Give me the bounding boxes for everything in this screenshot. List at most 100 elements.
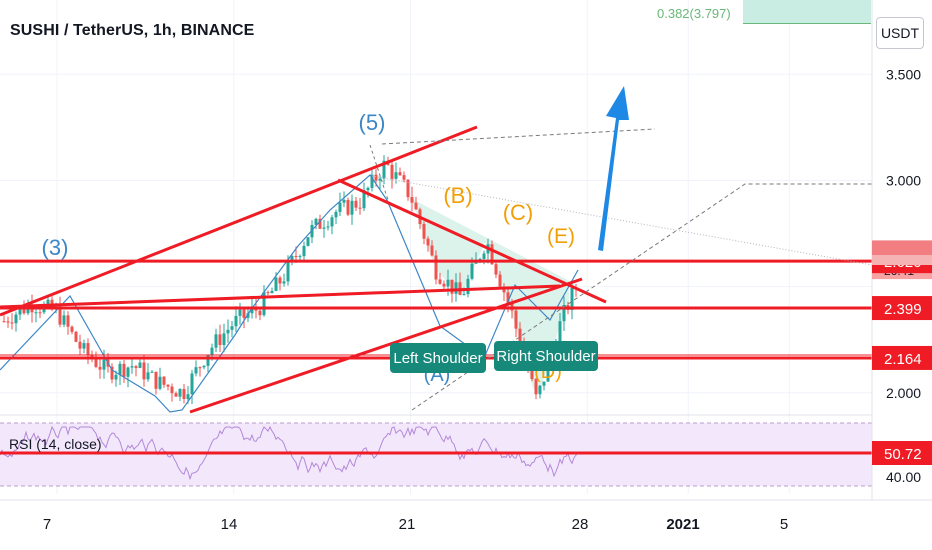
wave-label: (3)	[42, 235, 69, 260]
candle-body	[210, 347, 214, 355]
wave-label: (5)	[359, 110, 386, 135]
candle-body	[266, 292, 270, 294]
candle-body	[234, 315, 238, 327]
candle-body	[318, 218, 322, 229]
candle-body	[134, 366, 138, 368]
channel-upper-trendline[interactable]	[0, 125, 478, 317]
candle-body	[302, 245, 306, 257]
price-level-tag-label: 2.164	[884, 351, 922, 368]
candle-body	[130, 366, 134, 368]
candle-body	[6, 321, 10, 323]
price-tick-label: 2.000	[886, 385, 921, 401]
wave-label: (B)	[443, 183, 472, 208]
candle-body	[142, 362, 146, 380]
neckline-trendline[interactable]	[337, 178, 607, 304]
candle-body	[482, 253, 486, 259]
candle-body	[270, 290, 274, 294]
candle-body	[242, 309, 246, 318]
candle-body	[534, 379, 538, 395]
price-tag-shadow	[872, 240, 932, 265]
candle-body	[186, 394, 190, 399]
candle-body	[214, 334, 218, 348]
candle-body	[222, 333, 226, 345]
pattern-label-box	[390, 343, 486, 373]
candle-body	[70, 326, 74, 332]
candle-body	[94, 359, 98, 367]
candle-body	[174, 393, 178, 397]
candle-body	[122, 363, 126, 377]
candle-body	[518, 328, 522, 347]
candle-body	[294, 256, 298, 258]
currency-button[interactable]: USDT	[876, 17, 924, 49]
candle-body	[462, 294, 466, 296]
candle-body	[446, 279, 450, 287]
rsi-value-label: 50.72	[884, 446, 922, 463]
candle-body	[334, 211, 338, 218]
rsi-value-tag[interactable]	[872, 441, 932, 465]
candle-body	[206, 354, 210, 366]
projection-dash-wave5[interactable]	[369, 144, 389, 201]
candle-body	[314, 218, 318, 225]
symbol-title[interactable]: SUSHI / TetherUS, 1h, BINANCE	[10, 22, 255, 39]
candle-body	[150, 371, 154, 373]
support-trendline[interactable]	[0, 284, 561, 309]
candle-body	[506, 292, 510, 303]
wave-label: (C)	[503, 200, 534, 225]
candle-body	[34, 312, 38, 314]
candle-body	[226, 329, 230, 334]
candle-body	[470, 263, 474, 279]
candle-body	[38, 312, 42, 314]
price-dotted-line	[371, 175, 873, 266]
candle-body	[322, 227, 326, 229]
candle-body	[162, 376, 166, 385]
candle-body	[370, 174, 374, 188]
fib-zone	[743, 0, 871, 24]
candle-body	[78, 341, 82, 349]
candle-body	[570, 288, 574, 311]
time-tick-label: 28	[572, 516, 589, 533]
candle-body	[346, 199, 350, 215]
candle-body	[390, 164, 394, 179]
candle-body	[118, 363, 122, 375]
pattern-label-box	[494, 341, 598, 371]
candle-body	[430, 245, 434, 256]
candle-body	[422, 223, 426, 239]
target-projection-path[interactable]	[411, 183, 872, 411]
candle-body	[358, 207, 362, 209]
candle-body	[274, 277, 278, 291]
candle-body	[146, 372, 150, 380]
candle-body	[126, 367, 130, 377]
candle-body	[62, 315, 66, 325]
pattern-label: Right Shoulder	[496, 348, 595, 365]
channel-lower-trendline[interactable]	[189, 277, 583, 414]
label-layer: (3)(5)(B)(C)(E)(A) (D)Left Shoulder Right …	[42, 110, 598, 386]
candle-body	[438, 279, 442, 284]
candle-body	[170, 386, 174, 394]
candle-body	[282, 281, 286, 284]
candle-body	[414, 202, 418, 210]
candle-body	[494, 264, 498, 275]
rsi-legend-label[interactable]: RSI (14, close)	[9, 436, 102, 452]
elliott-wave-path[interactable]	[0, 174, 579, 413]
projection-dash-top[interactable]	[381, 128, 656, 145]
price-tag-shadow	[872, 241, 932, 255]
candle-body	[406, 179, 410, 198]
candle-body	[398, 172, 402, 176]
wave-label: (E)	[547, 225, 575, 248]
forecast-arrow[interactable]	[598, 86, 629, 251]
candle-body	[402, 175, 406, 180]
price-level-tag[interactable]	[872, 296, 932, 321]
price-level-tag[interactable]	[872, 345, 932, 370]
candle-body	[10, 322, 14, 324]
candle-body	[218, 334, 222, 345]
candle-body	[538, 385, 542, 395]
candle-body	[278, 277, 282, 284]
time-tick-label: 14	[221, 516, 238, 533]
pattern-label: Left Shoulder	[393, 350, 482, 367]
grid-layer	[0, 0, 872, 494]
fib-level-label: 0.382(3.797)	[657, 6, 731, 21]
price-level-tag-label: 2.399	[884, 301, 922, 318]
